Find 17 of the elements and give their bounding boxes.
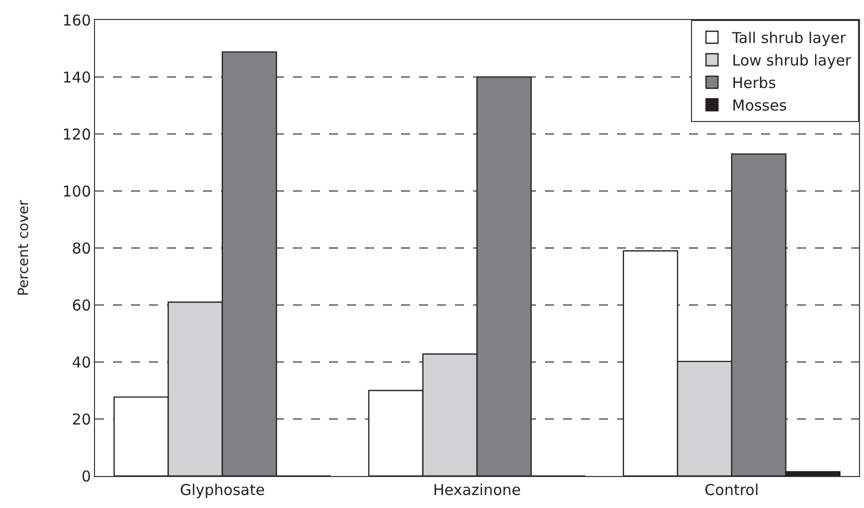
- x-tick-label: Glyphosate: [180, 481, 265, 499]
- y-tick-label: 160: [62, 11, 91, 30]
- x-tick-label: Control: [704, 481, 759, 499]
- legend-label: Mosses: [732, 96, 787, 115]
- y-axis-title: Percent cover: [16, 200, 32, 296]
- x-tick-label: Hexazinone: [433, 481, 521, 499]
- y-tick-label: 20: [72, 410, 91, 428]
- y-tick-label: 0: [81, 467, 91, 486]
- y-tick-label: 120: [62, 125, 91, 144]
- y-tick-label: 80: [72, 239, 91, 258]
- y-tick-label: 60: [72, 296, 91, 314]
- y-tick-label: 140: [62, 68, 91, 86]
- legend-label: Tall shrub layer: [731, 29, 847, 48]
- y-tick-label: 40: [72, 353, 91, 372]
- y-tick-label: 100: [62, 182, 91, 200]
- legend-label: Herbs: [732, 74, 776, 92]
- legend-label: Low shrub layer: [732, 52, 852, 70]
